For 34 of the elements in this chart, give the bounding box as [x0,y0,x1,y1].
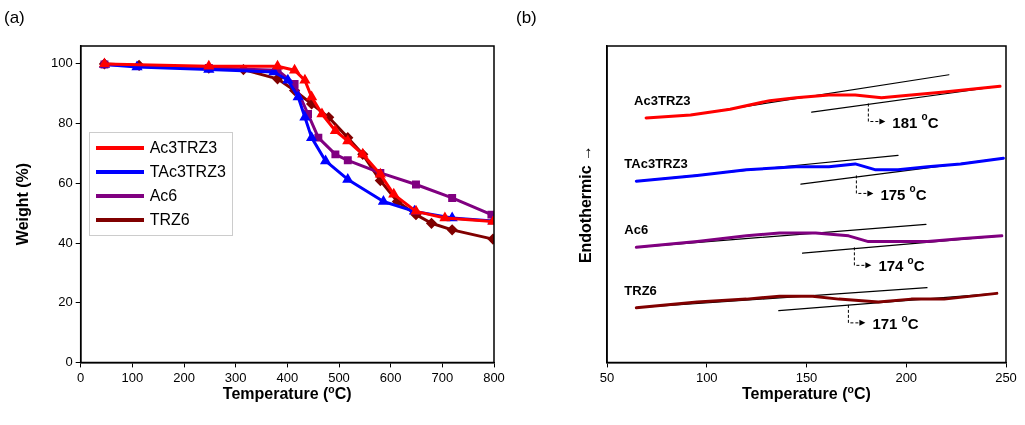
x-tick-label: 500 [328,369,350,385]
series-label: TAc3TRZ3 [624,156,688,172]
x-tick-label: 200 [173,369,195,385]
x-tick-label: 300 [224,369,247,385]
y-tick-label: 80 [58,115,73,131]
y-tick-label: 100 [50,55,73,71]
x-tick-label: 400 [276,369,299,385]
legend-label: Ac3TRZ3 [149,139,218,158]
series-label: TRZ6 [624,282,657,298]
x-tick-label: 100 [695,369,718,385]
y-tick-label: 20 [58,294,73,310]
series-label: Ac3TRZ3 [634,92,691,108]
legend-label: Ac6 [149,187,178,206]
x-tick-label: 250 [995,369,1017,385]
x-tick-label: 50 [599,369,615,385]
x-axis-title: Temperature ($^{o}$C) [222,384,352,404]
legend-label: TRZ6 [149,211,190,230]
y-tick-label: 60 [58,174,73,190]
x-axis-title: Temperature ($^{o}$C) [742,384,871,404]
x-tick-label: 0 [77,369,85,385]
x-tick-label: 800 [483,369,505,385]
chart-title: (b) [516,8,537,28]
x-tick-label: 150 [795,369,818,385]
y-tick-label: 0 [65,353,73,369]
chart-title: (a) [4,8,25,28]
x-tick-label: 600 [379,369,402,385]
y-axis-title: Weight (%) [14,163,33,246]
x-tick-label: 200 [895,369,918,385]
y-tick-label: 40 [58,234,73,250]
x-tick-label: 700 [431,369,454,385]
series-label: Ac6 [624,222,649,238]
legend-label: TAc3TRZ3 [149,163,226,182]
y-axis-title: Endothermic → [577,145,596,264]
x-tick-label: 100 [121,369,144,385]
